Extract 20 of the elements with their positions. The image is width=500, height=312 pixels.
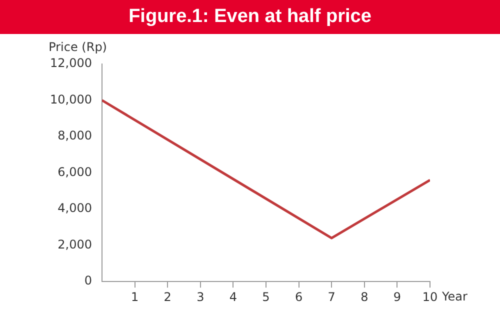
- y-tick-label: 8,000: [58, 128, 92, 143]
- y-tick-label: 10,000: [50, 92, 92, 106]
- chart-title: Figure.1: Even at half price: [0, 0, 500, 34]
- y-axis-title: Price (Rp): [48, 40, 107, 54]
- x-tick-label: 10: [422, 290, 438, 304]
- x-tick-label: 8: [360, 290, 368, 304]
- x-tick-label: 2: [164, 290, 172, 304]
- y-tick-label: 2,000: [58, 237, 92, 252]
- x-tick-label: 9: [393, 290, 402, 304]
- x-axis-title: Year: [441, 290, 468, 304]
- y-tick-label: 0: [84, 274, 92, 288]
- x-tick-label: 3: [196, 290, 204, 304]
- y-tick-label: 12,000: [50, 56, 92, 70]
- x-tick-label: 1: [130, 290, 139, 304]
- x-tick-label: 6: [294, 290, 303, 304]
- x-tick-label: 7: [328, 290, 336, 304]
- x-tick-label: 4: [229, 290, 238, 304]
- x-tick-label: 5: [262, 290, 270, 304]
- y-tick-label: 4,000: [58, 201, 92, 216]
- y-tick-label: 6,000: [58, 164, 92, 179]
